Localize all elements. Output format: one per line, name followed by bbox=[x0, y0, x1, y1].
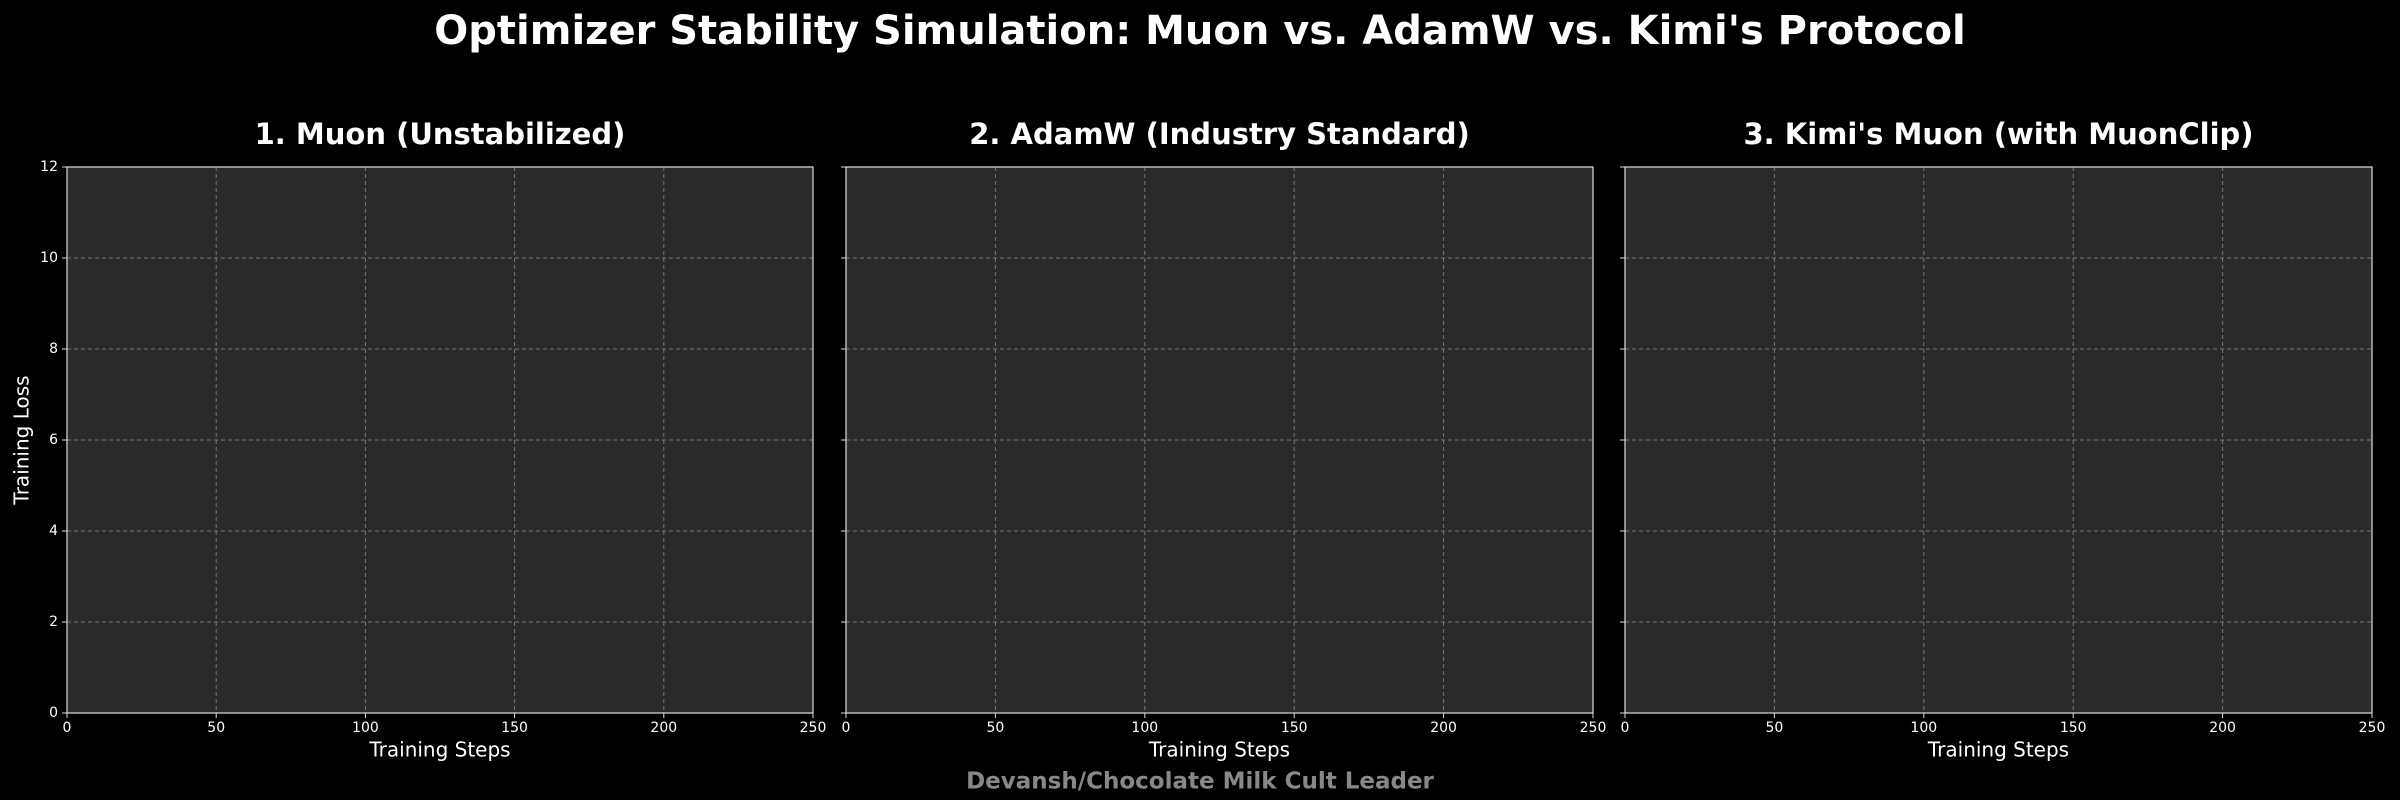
x-tick-label: 200 bbox=[2209, 720, 2236, 736]
x-axis-label: Training Steps bbox=[368, 738, 510, 762]
x-tick-label: 100 bbox=[1131, 720, 1158, 736]
x-tick-label: 0 bbox=[1621, 720, 1630, 736]
y-tick-label: 6 bbox=[49, 432, 58, 448]
x-tick-label: 150 bbox=[1281, 720, 1308, 736]
x-tick-label: 100 bbox=[352, 720, 379, 736]
figure-title: Optimizer Stability Simulation: Muon vs.… bbox=[434, 8, 1965, 54]
x-tick-label: 200 bbox=[650, 720, 677, 736]
x-tick-label: 250 bbox=[2359, 720, 2386, 736]
x-tick-label: 100 bbox=[1910, 720, 1937, 736]
x-tick-label: 250 bbox=[800, 720, 827, 736]
x-tick-label: 0 bbox=[842, 720, 851, 736]
y-tick-label: 8 bbox=[49, 341, 58, 357]
x-tick-label: 0 bbox=[63, 720, 72, 736]
x-axis-label: Training Steps bbox=[1148, 738, 1290, 762]
footer: Devansh/Chocolate Milk Cult Leader bbox=[966, 769, 1434, 795]
y-tick-label: 2 bbox=[49, 614, 58, 630]
subplot-title: 1. Muon (Unstabilized) bbox=[255, 117, 626, 151]
x-axis-label: Training Steps bbox=[1927, 738, 2069, 762]
y-tick-label: 10 bbox=[40, 250, 58, 266]
plot-frame bbox=[845, 166, 1594, 714]
x-tick-label: 150 bbox=[2060, 720, 2087, 736]
x-tick-label: 250 bbox=[1580, 720, 1607, 736]
x-tick-label: 50 bbox=[1765, 720, 1783, 736]
y-axis-label: Training Loss bbox=[10, 375, 34, 505]
y-tick-label: 4 bbox=[49, 523, 58, 539]
x-tick-label: 200 bbox=[1430, 720, 1457, 736]
x-tick-label: 50 bbox=[986, 720, 1004, 736]
y-tick-label: 0 bbox=[49, 705, 58, 721]
x-tick-label: 50 bbox=[207, 720, 225, 736]
y-tick-label: 12 bbox=[40, 159, 58, 175]
plot-frame bbox=[1624, 166, 2373, 714]
plot-frame bbox=[66, 166, 814, 714]
x-tick-label: 150 bbox=[501, 720, 528, 736]
subplot-title: 3. Kimi's Muon (with MuonClip) bbox=[1743, 117, 2253, 151]
subplot-title: 2. AdamW (Industry Standard) bbox=[969, 117, 1470, 151]
